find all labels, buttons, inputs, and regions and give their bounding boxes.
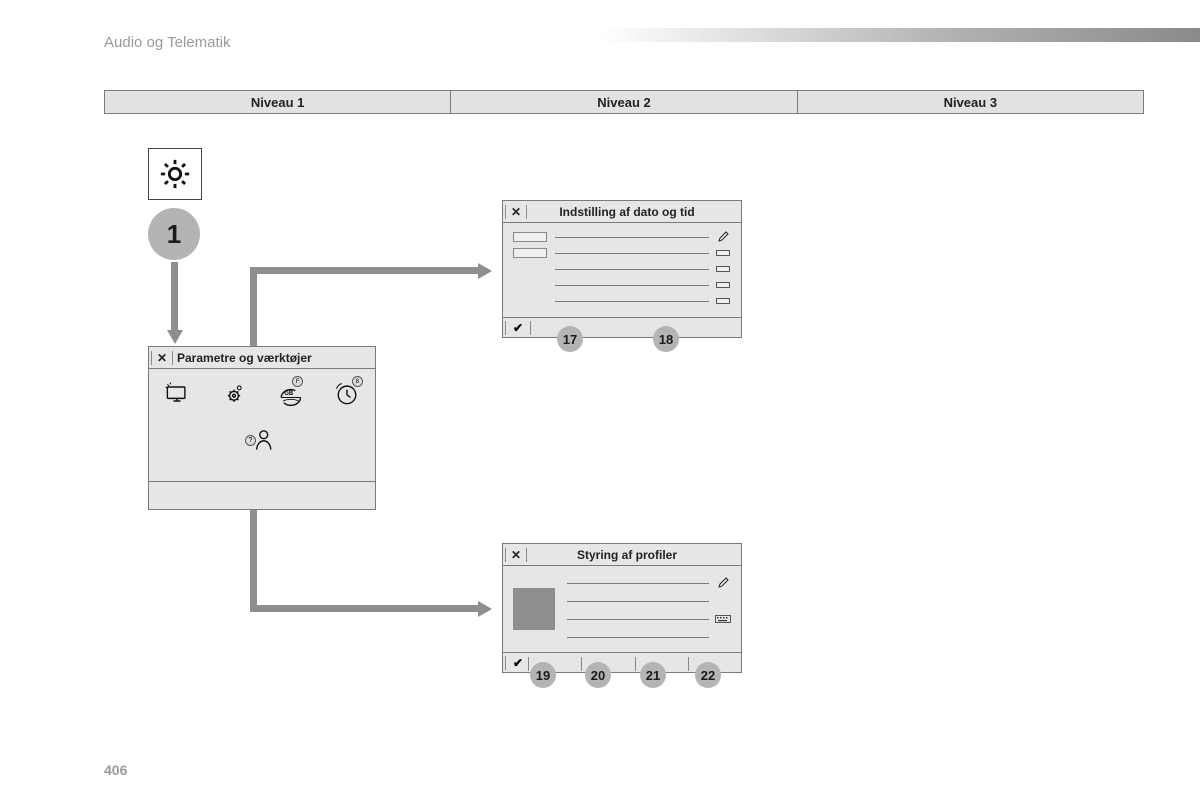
lang-badge-gb: GB [284,391,293,397]
panel1-title: Parametre og værktøjer [175,351,375,365]
field-box[interactable] [513,232,547,242]
toggle-icon[interactable] [716,298,730,304]
ref-circle-18: 18 [653,326,679,352]
panel3-body [503,566,741,652]
gear-icon [158,157,192,191]
monitor-icon[interactable] [162,379,192,409]
step-circle-1: 1 [148,208,200,260]
panel1-titlebar: ✕ Parametre og værktøjer [149,347,375,369]
arrow-elbow1-head [478,263,492,279]
header-gradient [600,28,1200,42]
panel-profiles: ✕ Styring af profiler ✔ [502,543,742,673]
panel-parametre: ✕ Parametre og værktøjer [148,346,376,510]
page-number: 406 [104,762,127,778]
arrow-down-head [167,330,183,344]
level-header: Niveau 1 Niveau 2 Niveau 3 [104,90,1144,114]
toggle-icon[interactable] [716,250,730,256]
close-icon[interactable]: ✕ [154,351,170,365]
ref-circle-20: 20 [585,662,611,688]
ref-circle-19: 19 [530,662,556,688]
panel3-title: Styring af profiler [529,548,741,562]
toggle-icon[interactable] [716,282,730,288]
panel2-titlebar: ✕ Indstilling af dato og tid [503,201,741,223]
toggle-icon[interactable] [716,266,730,272]
edit-icon[interactable] [715,231,731,243]
gear-small-icon[interactable] [219,379,249,409]
panel-datetime: ✕ Indstilling af dato og tid ✔ [502,200,742,338]
arrow-elbow2-horiz [250,605,480,612]
level-cell-1: Niveau 1 [104,90,451,114]
section-title: Audio og Telematik [104,34,230,51]
settings-icon-box [148,148,202,200]
panel3-titlebar: ✕ Styring af profiler [503,544,741,566]
ref-circle-21: 21 [640,662,666,688]
level-cell-2: Niveau 2 [451,90,797,114]
person-help-icon[interactable]: ? [247,425,277,455]
profile-avatar-placeholder [513,588,555,630]
close-icon[interactable]: ✕ [508,548,524,562]
field-box[interactable] [513,248,547,258]
person-help-badge: ? [245,435,256,446]
close-icon[interactable]: ✕ [508,205,524,219]
panel1-body: GB F 8 ? [149,369,375,481]
ref-circle-17: 17 [557,326,583,352]
confirm-icon[interactable]: ✔ [508,321,528,335]
arrow-elbow2-head [478,601,492,617]
confirm-icon[interactable]: ✔ [508,656,528,670]
panel1-footer [149,481,375,509]
globe-lang-icon[interactable]: GB F [275,379,305,409]
keyboard-icon[interactable] [715,615,731,623]
level-cell-3: Niveau 3 [798,90,1144,114]
panel2-body [503,223,741,317]
clock-icon[interactable]: 8 [332,379,362,409]
clock-badge: 8 [352,376,363,387]
panel2-title: Indstilling af dato og tid [529,205,741,219]
panel2-footer: ✔ [503,317,741,337]
ref-circle-22: 22 [695,662,721,688]
edit-icon[interactable] [715,577,731,589]
arrow-elbow1-horiz [250,267,480,274]
arrow-down-line [171,262,178,332]
